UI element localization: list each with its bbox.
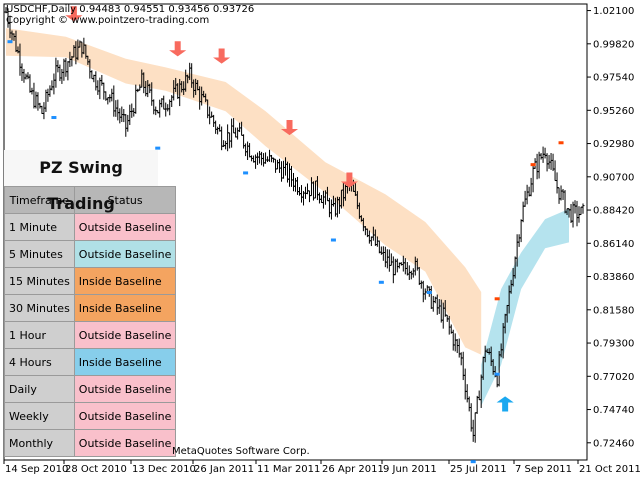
x-tick-label: 21 Oct 2011 — [579, 464, 640, 475]
y-tick-label: 0.95260 — [593, 106, 634, 117]
column-header-status: Status — [73, 186, 177, 214]
sell-arrow-icon — [340, 172, 358, 188]
price-axis: 1.02100 0.99820 0.97540 0.95260 0.92980 0.907… — [587, 6, 634, 449]
swing-low-marker — [243, 171, 249, 175]
timeframe-status-table: Timeframe Status 1 Minute Outside Baselin… — [4, 186, 177, 457]
table-row: 1 Hour Outside Baseline — [4, 321, 177, 349]
support-band — [481, 208, 569, 406]
symbol-info: USDCHF,Daily 0.94483 0.94551 0.93456 0.9… — [6, 4, 255, 15]
timeframe-cell: 15 Minutes — [4, 267, 75, 295]
y-tick-label: 0.92980 — [593, 139, 634, 150]
timeframe-cell: 30 Minutes — [4, 294, 75, 322]
table-row: 15 Minutes Inside Baseline — [4, 267, 177, 295]
swing-high-marker — [558, 141, 564, 145]
x-tick-label: 9 Jun 2011 — [383, 464, 437, 475]
swing-low-marker — [330, 238, 336, 242]
status-cell: Outside Baseline — [73, 402, 177, 430]
panel-title: PZ Swing Trading — [4, 150, 158, 213]
table-row: Daily Outside Baseline — [4, 375, 177, 403]
table-row: Monthly Outside Baseline — [4, 429, 177, 457]
y-tick-label: 0.86140 — [593, 239, 634, 250]
y-tick-label: 0.81580 — [593, 305, 634, 316]
status-cell: Outside Baseline — [73, 429, 177, 457]
status-cell: Outside Baseline — [73, 375, 177, 403]
x-tick-label: 13 Dec 2010 — [132, 464, 196, 475]
swing-low-marker — [494, 372, 500, 376]
x-tick-label: 28 Oct 2010 — [65, 464, 127, 475]
x-tick-label: 11 Mar 2011 — [257, 464, 320, 475]
sell-arrow-icon — [169, 41, 187, 57]
y-tick-label: 0.90700 — [593, 172, 634, 183]
x-tick-label: 7 Sep 2011 — [515, 464, 572, 475]
timeframe-cell: 4 Hours — [4, 348, 75, 376]
swing-low-marker — [51, 116, 57, 120]
x-tick-label: 14 Sep 2010 — [5, 464, 68, 475]
x-tick-label: 26 Jan 2011 — [194, 464, 254, 475]
column-header-timeframe: Timeframe — [4, 186, 75, 214]
signal-arrows — [65, 6, 514, 412]
swing-low-marker — [155, 146, 161, 150]
status-cell: Outside Baseline — [73, 240, 177, 268]
timeframe-cell: 1 Hour — [4, 321, 75, 349]
timeframe-cell: Monthly — [4, 429, 75, 457]
table-row: 30 Minutes Inside Baseline — [4, 294, 177, 322]
status-cell: Outside Baseline — [73, 321, 177, 349]
swing-high-marker — [494, 297, 500, 301]
swing-trading-panel: PZ Swing Trading Timeframe Status 1 Minu… — [4, 150, 177, 457]
y-tick-label: 0.77020 — [593, 372, 634, 383]
y-tick-label: 0.72460 — [593, 438, 634, 449]
status-cell: Inside Baseline — [73, 267, 177, 295]
timeframe-cell: Daily — [4, 375, 75, 403]
sell-arrow-icon — [213, 48, 231, 64]
swing-low-marker — [7, 40, 13, 44]
candlesticks — [4, 7, 585, 443]
x-tick-label: 25 Jul 2011 — [450, 464, 507, 475]
sell-arrow-icon — [280, 120, 299, 136]
copyright-label: Copyright © www.pointzero-trading.com — [6, 15, 210, 26]
timeframe-cell: Weekly — [4, 402, 75, 430]
y-tick-label: 0.79300 — [593, 339, 634, 350]
y-tick-label: 0.88420 — [593, 206, 634, 217]
y-tick-label: 0.99820 — [593, 39, 634, 50]
y-tick-label: 0.74740 — [593, 405, 634, 416]
table-row: 1 Minute Outside Baseline — [4, 213, 177, 241]
status-cell: Inside Baseline — [73, 294, 177, 322]
swing-markers — [7, 40, 564, 464]
vendor-label: MetaQuotes Software Corp. — [172, 446, 310, 457]
table-row: Weekly Outside Baseline — [4, 402, 177, 430]
x-tick-label: 26 Apr 2011 — [322, 464, 384, 475]
sell-arrow-icon — [65, 6, 83, 22]
y-tick-label: 1.02100 — [593, 6, 634, 17]
timeframe-cell: 1 Minute — [4, 213, 75, 241]
swing-low-marker — [470, 460, 476, 464]
swing-low-marker — [426, 291, 432, 295]
timeframe-cell: 5 Minutes — [4, 240, 75, 268]
y-tick-label: 0.83860 — [593, 272, 634, 283]
y-tick-label: 0.97540 — [593, 73, 634, 84]
status-cell: Inside Baseline — [73, 348, 177, 376]
swing-low-marker — [378, 280, 384, 284]
table-row: 5 Minutes Outside Baseline — [4, 240, 177, 268]
swing-high-marker — [530, 163, 536, 167]
table-row: 4 Hours Inside Baseline — [4, 348, 177, 376]
buy-arrow-icon — [496, 396, 514, 412]
